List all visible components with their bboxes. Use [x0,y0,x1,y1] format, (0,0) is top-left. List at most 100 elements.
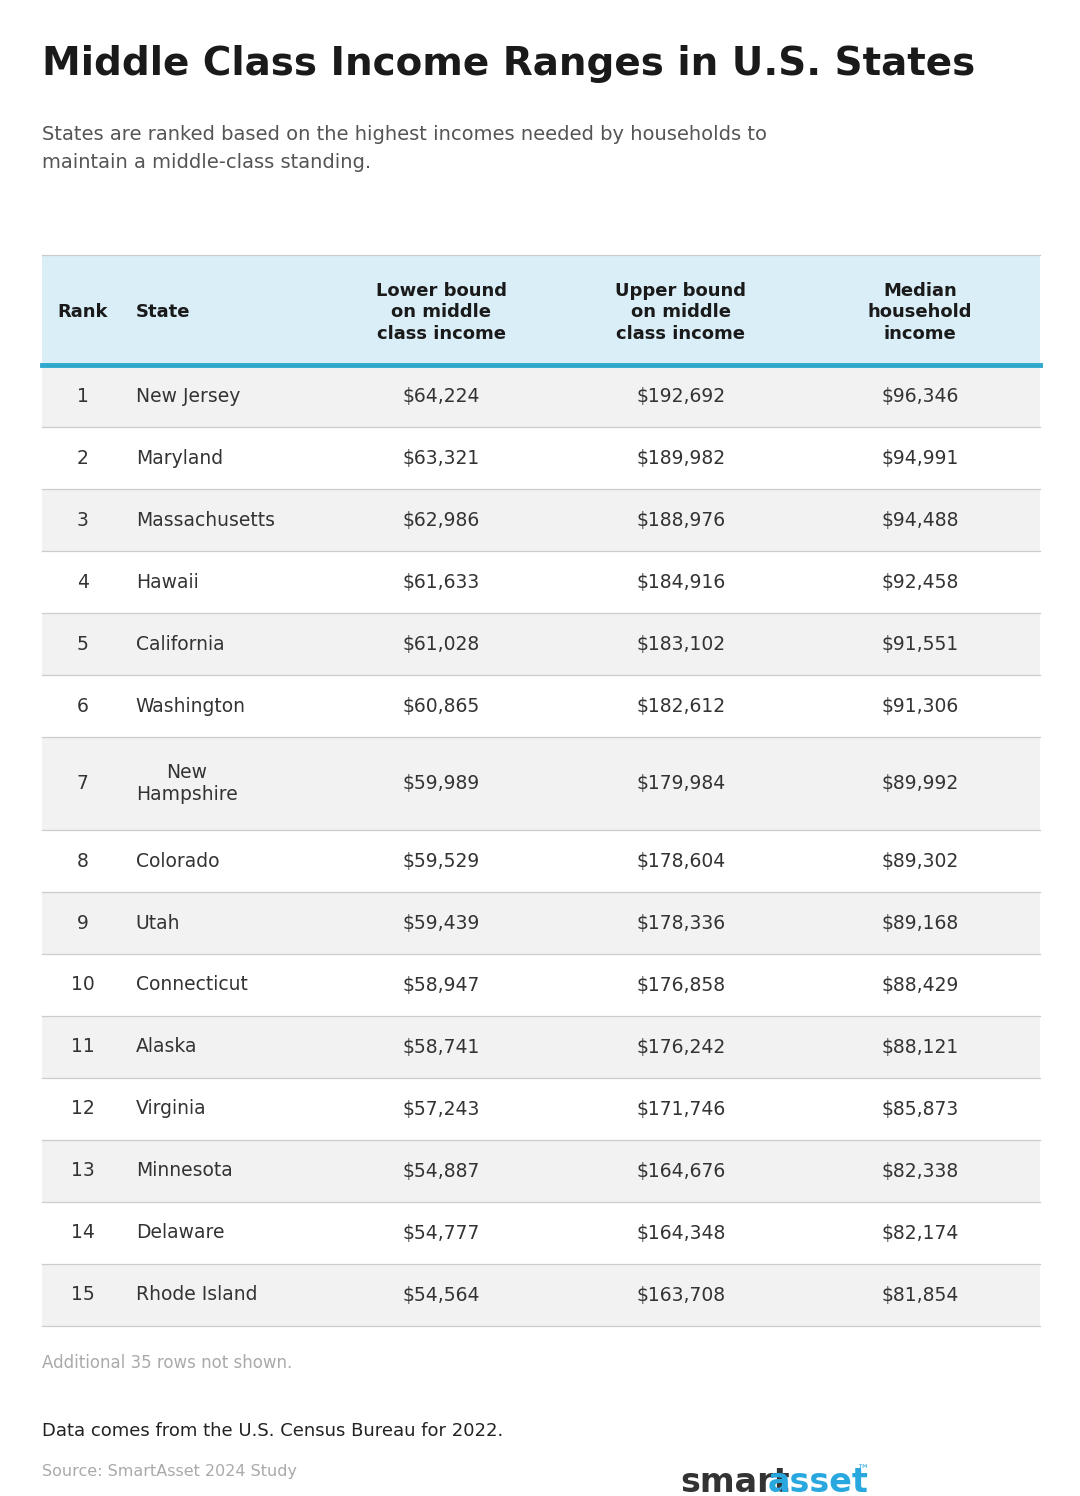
Text: Rhode Island: Rhode Island [136,1285,257,1305]
FancyBboxPatch shape [42,1264,1040,1325]
Text: $171,746: $171,746 [636,1100,726,1119]
Text: $54,777: $54,777 [403,1224,480,1243]
Text: Minnesota: Minnesota [136,1161,232,1180]
Text: $58,741: $58,741 [403,1038,480,1056]
FancyBboxPatch shape [42,489,1040,551]
Text: New
Hampshire: New Hampshire [136,763,238,805]
Text: $164,676: $164,676 [636,1161,726,1180]
Text: California: California [136,634,225,654]
FancyBboxPatch shape [42,254,1040,365]
Text: 10: 10 [71,975,95,995]
Text: 2: 2 [77,449,89,468]
FancyBboxPatch shape [42,1140,1040,1201]
FancyBboxPatch shape [42,1201,1040,1264]
Text: $54,564: $54,564 [403,1285,480,1305]
Text: $192,692: $192,692 [636,386,726,405]
Text: $184,916: $184,916 [636,573,726,591]
FancyBboxPatch shape [42,830,1040,892]
Text: 9: 9 [77,914,89,932]
Text: $61,633: $61,633 [403,573,480,591]
Text: Washington: Washington [136,697,246,715]
Text: $62,986: $62,986 [403,510,480,530]
Text: $178,604: $178,604 [636,851,726,871]
Text: 4: 4 [77,573,89,591]
Text: Source: SmartAsset 2024 Study: Source: SmartAsset 2024 Study [42,1465,297,1480]
FancyBboxPatch shape [42,892,1040,954]
Text: $58,947: $58,947 [403,975,480,995]
Text: $89,992: $89,992 [881,773,959,793]
Text: $189,982: $189,982 [636,449,726,468]
Text: $85,873: $85,873 [881,1100,959,1119]
FancyBboxPatch shape [42,675,1040,738]
Text: 13: 13 [71,1161,95,1180]
Text: Massachusetts: Massachusetts [136,510,274,530]
Text: $183,102: $183,102 [636,634,726,654]
Text: Hawaii: Hawaii [136,573,199,591]
Text: 11: 11 [71,1038,95,1056]
Text: Delaware: Delaware [136,1224,225,1243]
FancyBboxPatch shape [42,613,1040,675]
Text: $182,612: $182,612 [636,697,726,715]
Text: 12: 12 [71,1100,95,1119]
Text: 3: 3 [77,510,89,530]
Text: $54,887: $54,887 [403,1161,480,1180]
Text: $64,224: $64,224 [403,386,480,405]
Text: $63,321: $63,321 [403,449,480,468]
Text: $179,984: $179,984 [636,773,726,793]
FancyBboxPatch shape [42,738,1040,830]
Text: Connecticut: Connecticut [136,975,247,995]
FancyBboxPatch shape [42,954,1040,1016]
Text: 6: 6 [77,697,89,715]
FancyBboxPatch shape [42,365,1040,426]
Text: 14: 14 [71,1224,95,1243]
Text: States are ranked based on the highest incomes needed by households to
maintain : States are ranked based on the highest i… [42,126,767,172]
Text: $60,865: $60,865 [403,697,480,715]
Text: $82,338: $82,338 [881,1161,959,1180]
Text: $82,174: $82,174 [881,1224,959,1243]
Text: $188,976: $188,976 [636,510,726,530]
Text: $178,336: $178,336 [636,914,726,932]
Text: $164,348: $164,348 [636,1224,726,1243]
Text: New Jersey: New Jersey [136,386,240,405]
Text: Data comes from the U.S. Census Bureau for 2022.: Data comes from the U.S. Census Bureau f… [42,1423,503,1441]
Text: $89,168: $89,168 [881,914,959,932]
Text: Median
household
income: Median household income [868,281,972,343]
FancyBboxPatch shape [42,1016,1040,1079]
Text: $176,858: $176,858 [636,975,726,995]
Text: Middle Class Income Ranges in U.S. States: Middle Class Income Ranges in U.S. State… [42,45,975,82]
Text: 7: 7 [77,773,89,793]
Text: $57,243: $57,243 [403,1100,480,1119]
Text: Rank: Rank [57,304,108,322]
Text: 5: 5 [77,634,89,654]
Text: 8: 8 [77,851,89,871]
Text: $176,242: $176,242 [636,1038,726,1056]
Text: $92,458: $92,458 [881,573,959,591]
Text: $88,429: $88,429 [881,975,959,995]
Text: Alaska: Alaska [136,1038,198,1056]
Text: $89,302: $89,302 [881,851,959,871]
Text: $96,346: $96,346 [881,386,959,405]
Text: $61,028: $61,028 [403,634,480,654]
Text: State: State [136,304,190,322]
Text: $94,991: $94,991 [881,449,959,468]
Text: $91,306: $91,306 [881,697,959,715]
Text: $59,529: $59,529 [403,851,480,871]
Text: 15: 15 [71,1285,95,1305]
Text: $59,989: $59,989 [403,773,480,793]
Text: Lower bound
on middle
class income: Lower bound on middle class income [376,281,507,343]
FancyBboxPatch shape [42,551,1040,613]
Text: $163,708: $163,708 [636,1285,726,1305]
Text: $94,488: $94,488 [881,510,959,530]
Text: smart: smart [680,1466,789,1496]
Text: 1: 1 [77,386,89,405]
Text: $81,854: $81,854 [881,1285,959,1305]
Text: Upper bound
on middle
class income: Upper bound on middle class income [616,281,746,343]
Text: $91,551: $91,551 [881,634,959,654]
Text: Colorado: Colorado [136,851,219,871]
Text: Utah: Utah [136,914,180,932]
Text: asset: asset [768,1466,869,1496]
Text: Maryland: Maryland [136,449,222,468]
Text: $59,439: $59,439 [403,914,480,932]
Text: Additional 35 rows not shown.: Additional 35 rows not shown. [42,1354,293,1372]
FancyBboxPatch shape [42,426,1040,489]
